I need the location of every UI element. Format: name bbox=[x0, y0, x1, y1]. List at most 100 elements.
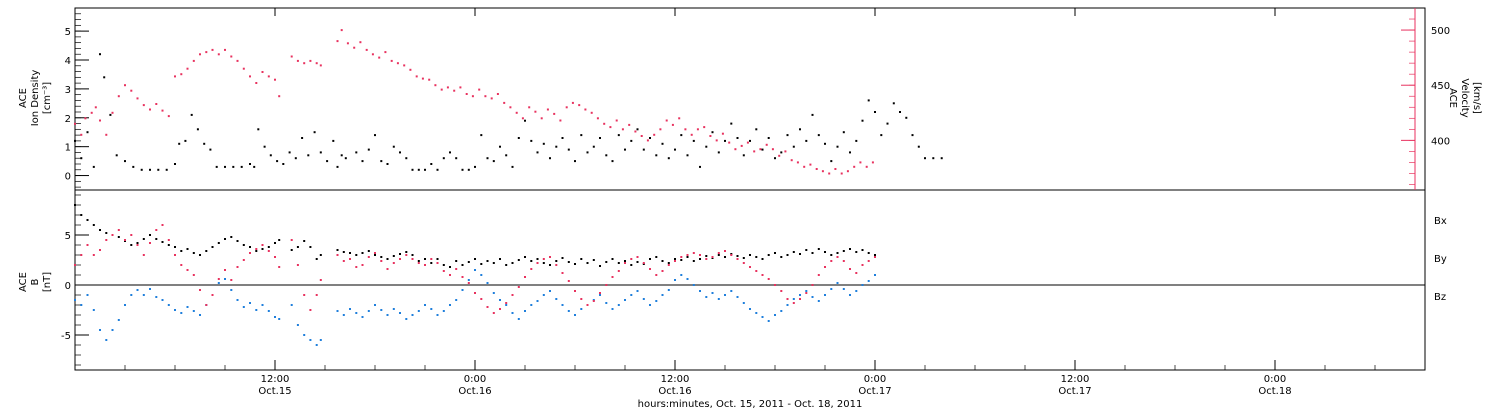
x-tick-time: 12:00 bbox=[261, 374, 290, 385]
data-point bbox=[392, 262, 395, 264]
data-point bbox=[861, 284, 864, 286]
data-point bbox=[478, 88, 481, 91]
data-point bbox=[84, 117, 87, 120]
series-bottom-Bz bbox=[74, 224, 876, 314]
x-tick-date: Oct.18 bbox=[1258, 386, 1291, 397]
data-point bbox=[586, 262, 589, 264]
data-point bbox=[174, 163, 176, 165]
data-point bbox=[846, 170, 849, 173]
data-point bbox=[392, 145, 395, 148]
data-point bbox=[480, 263, 483, 265]
data-point bbox=[80, 157, 83, 160]
data-point bbox=[384, 51, 387, 54]
data-point bbox=[353, 46, 356, 49]
data-point bbox=[99, 119, 101, 122]
data-point bbox=[721, 132, 724, 135]
data-point bbox=[867, 99, 870, 102]
x-tick-date: Oct.16 bbox=[658, 386, 691, 397]
data-point bbox=[724, 250, 726, 252]
data-point bbox=[332, 139, 335, 142]
data-point bbox=[274, 256, 276, 258]
data-point bbox=[459, 86, 462, 89]
data-point bbox=[742, 262, 745, 264]
data-point bbox=[267, 310, 270, 312]
data-point bbox=[355, 312, 358, 314]
data-point bbox=[492, 262, 495, 264]
data-point bbox=[542, 142, 545, 145]
data-point bbox=[630, 139, 633, 142]
data-point bbox=[480, 134, 483, 137]
data-point bbox=[661, 260, 664, 262]
data-point bbox=[186, 248, 189, 250]
data-point bbox=[99, 53, 101, 56]
data-point bbox=[546, 108, 549, 111]
data-point bbox=[505, 304, 508, 306]
data-point bbox=[130, 294, 133, 296]
data-point bbox=[665, 119, 668, 122]
data-point bbox=[232, 165, 235, 168]
data-point bbox=[734, 148, 737, 151]
data-point bbox=[492, 160, 495, 163]
data-point bbox=[199, 254, 201, 256]
data-point bbox=[767, 320, 770, 322]
data-point bbox=[615, 119, 618, 122]
data-point bbox=[417, 262, 420, 264]
data-point bbox=[424, 304, 426, 306]
data-point bbox=[367, 256, 370, 258]
data-point bbox=[117, 236, 120, 238]
data-point bbox=[130, 244, 133, 246]
data-point bbox=[336, 254, 339, 256]
data-point bbox=[642, 148, 645, 151]
data-point bbox=[365, 48, 368, 51]
data-point bbox=[436, 168, 439, 171]
data-point bbox=[344, 157, 347, 160]
data-point bbox=[728, 141, 731, 144]
data-point bbox=[530, 304, 533, 306]
data-point bbox=[236, 240, 239, 242]
data-point bbox=[461, 276, 464, 278]
data-point bbox=[611, 308, 614, 310]
data-point bbox=[453, 89, 456, 92]
data-point bbox=[755, 312, 758, 314]
data-point bbox=[867, 252, 870, 254]
data-point bbox=[746, 141, 749, 144]
data-point bbox=[261, 71, 264, 73]
data-point bbox=[217, 53, 220, 56]
data-point bbox=[830, 288, 833, 290]
data-point bbox=[74, 264, 76, 266]
data-point bbox=[805, 249, 808, 251]
data-point bbox=[667, 289, 670, 291]
data-point bbox=[805, 292, 808, 294]
data-point bbox=[263, 145, 266, 148]
bottom-ylabel-line1: ACE bbox=[18, 272, 29, 292]
data-point bbox=[715, 139, 718, 142]
data-point bbox=[80, 254, 83, 256]
data-point bbox=[940, 157, 943, 160]
x-tick-date: Oct.17 bbox=[858, 386, 891, 397]
data-point bbox=[290, 55, 293, 58]
data-point bbox=[92, 254, 95, 256]
data-point bbox=[599, 294, 601, 296]
data-point bbox=[474, 258, 476, 260]
ticks-layer: 012345400450500-50512:00Oct.150:00Oct.16… bbox=[61, 8, 1450, 397]
data-point bbox=[749, 254, 751, 256]
data-point bbox=[692, 284, 695, 286]
data-point bbox=[230, 55, 233, 58]
data-point bbox=[342, 314, 345, 316]
data-point bbox=[621, 128, 624, 131]
data-point bbox=[699, 254, 701, 256]
data-point bbox=[149, 168, 151, 171]
data-point bbox=[671, 123, 674, 126]
data-point bbox=[319, 339, 322, 341]
data-point bbox=[767, 254, 770, 256]
data-point bbox=[811, 113, 814, 116]
data-point bbox=[842, 288, 845, 290]
x-tick-time: 12:00 bbox=[661, 374, 690, 385]
data-point bbox=[871, 161, 874, 164]
data-point bbox=[203, 142, 206, 145]
data-point bbox=[517, 259, 520, 261]
data-point bbox=[296, 246, 299, 248]
data-point bbox=[392, 255, 395, 257]
data-point bbox=[717, 298, 720, 300]
data-point bbox=[761, 274, 764, 276]
